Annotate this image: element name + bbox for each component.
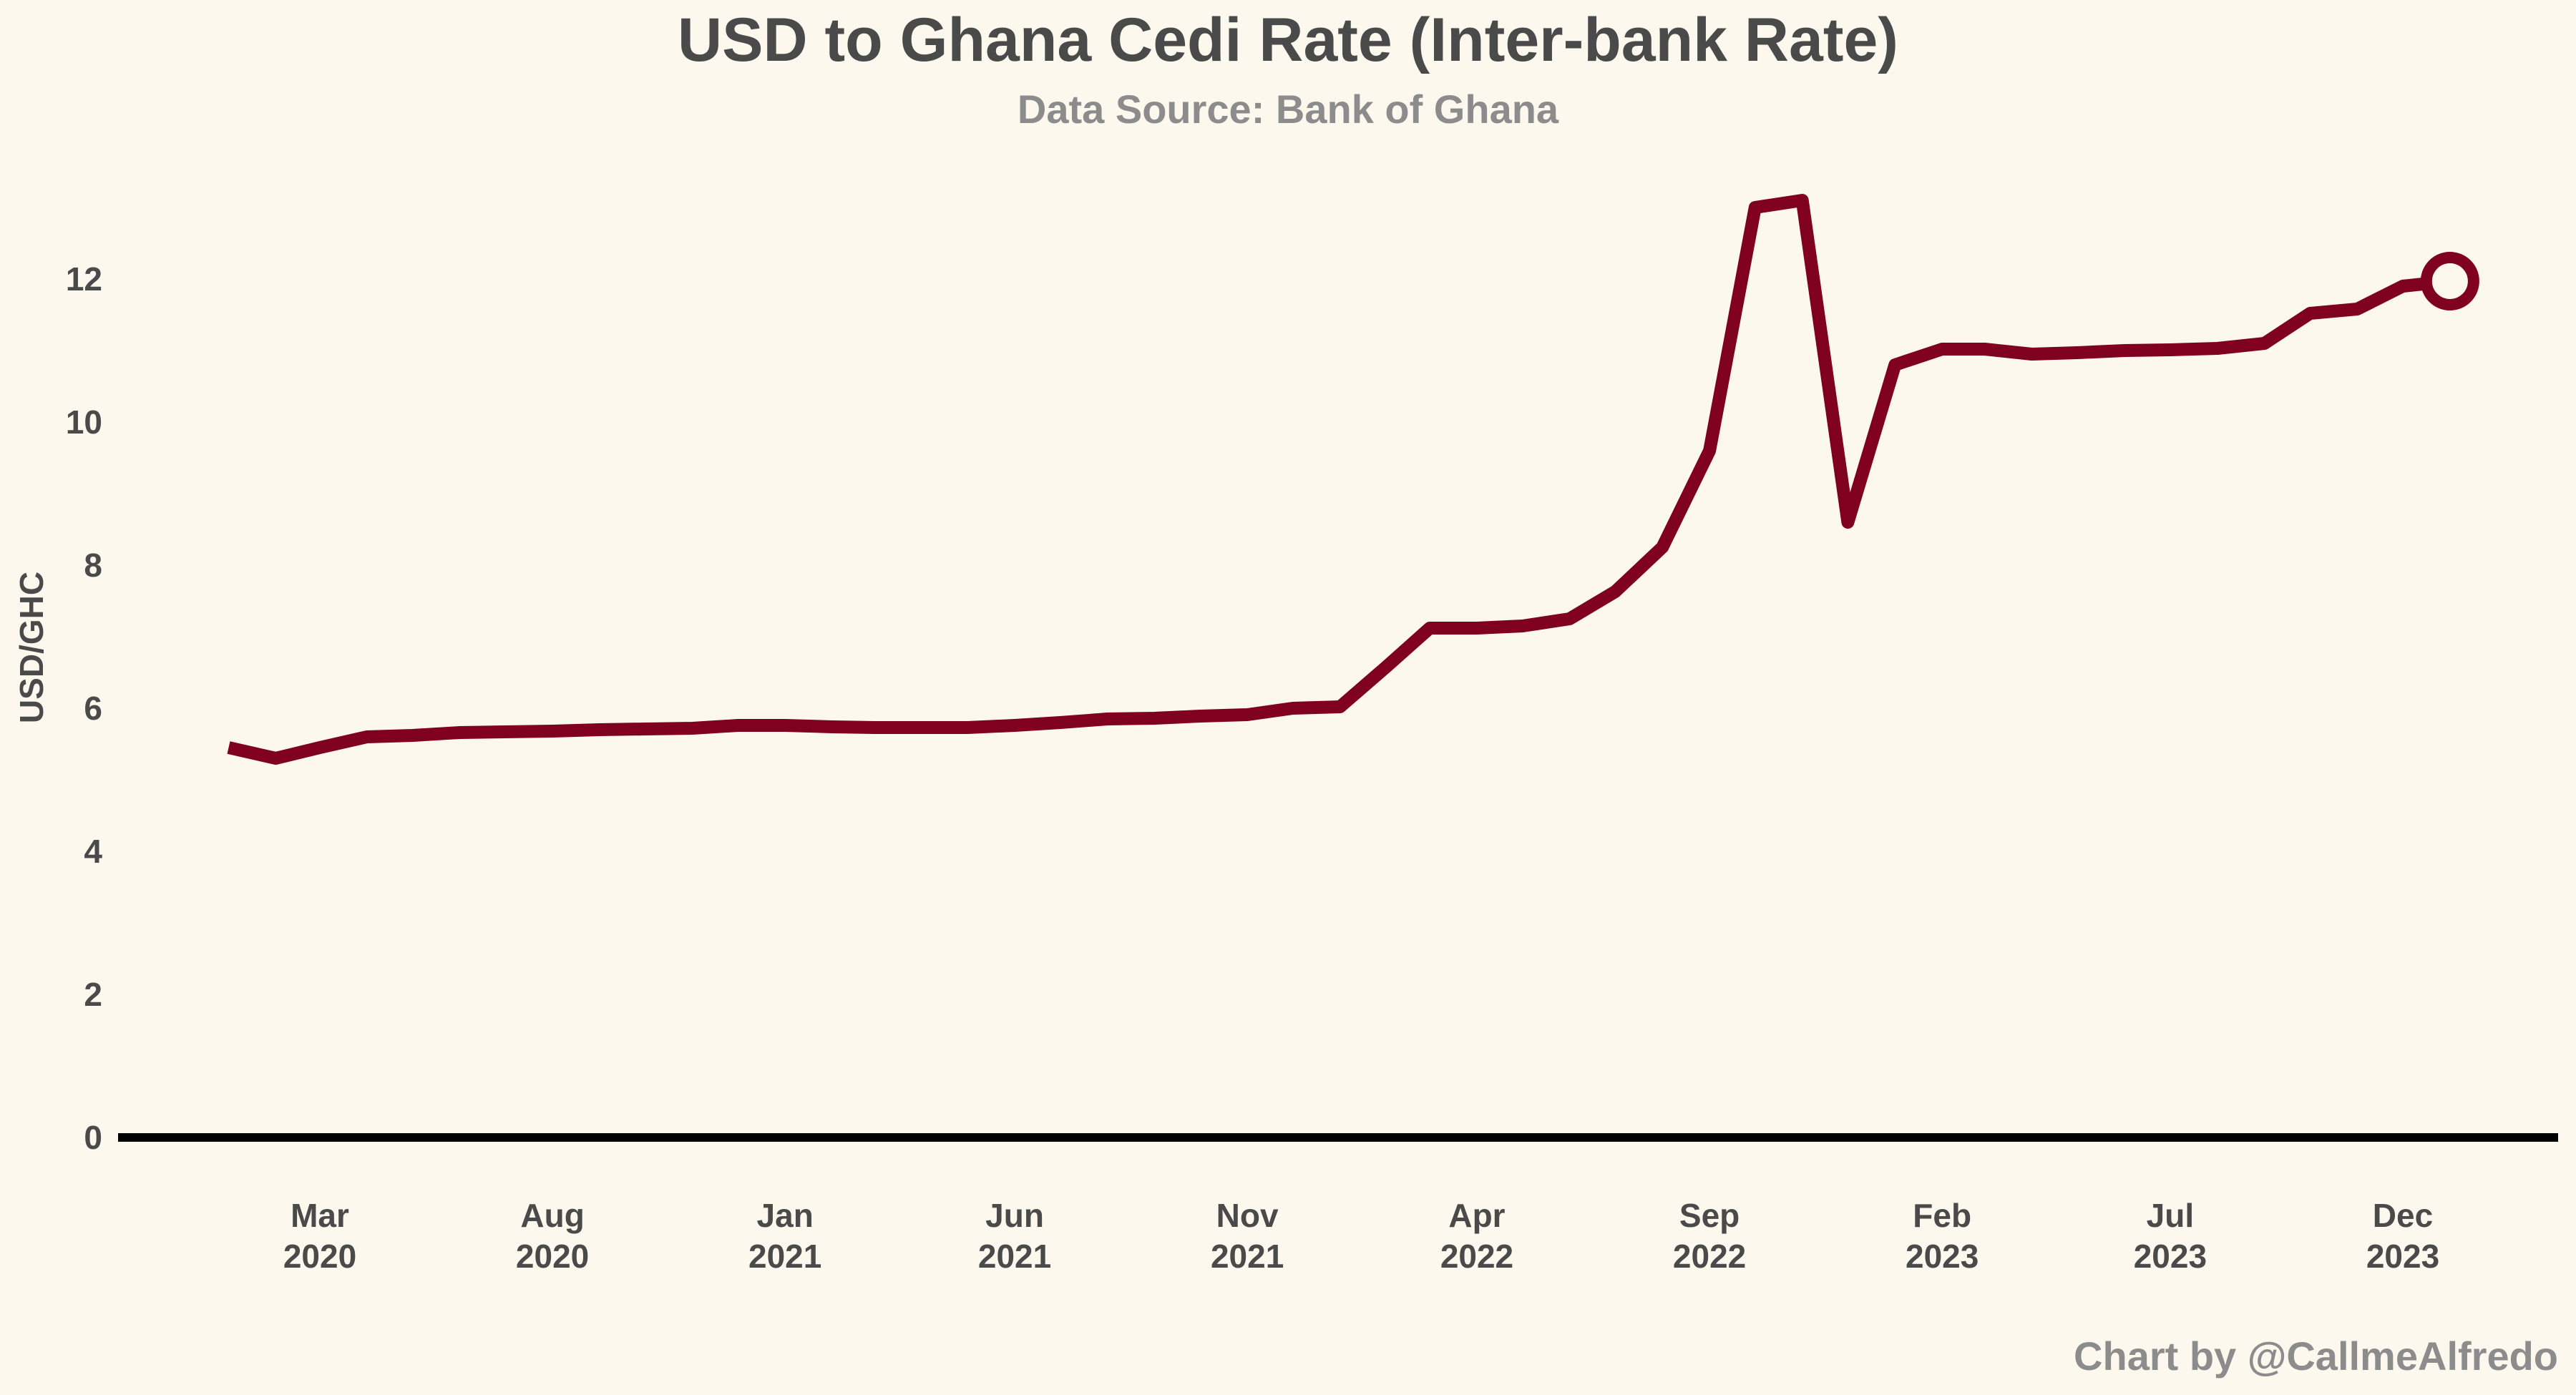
series-group bbox=[227, 194, 2479, 765]
chart-subtitle: Data Source: Bank of Ghana bbox=[1018, 87, 1559, 132]
y-tick-label: 4 bbox=[84, 833, 102, 870]
x-axis-ticks: Mar 2020 Aug 2020 Jan 2021 Jun 2021 Nov 2021 Apr 20… bbox=[283, 1197, 2439, 1275]
x-tick-label: Jan 2021 bbox=[748, 1197, 821, 1275]
y-tick-label: 6 bbox=[84, 690, 102, 727]
x-tick-label: Jun 2021 bbox=[978, 1197, 1051, 1275]
x-tick-label: Apr 2022 bbox=[1440, 1197, 1513, 1275]
x-tick-label: Mar 2020 bbox=[283, 1197, 356, 1275]
series-line bbox=[227, 194, 2451, 765]
y-axis-label: USD/GHC bbox=[13, 572, 50, 723]
y-tick-label: 2 bbox=[84, 976, 102, 1013]
y-tick-label: 10 bbox=[66, 403, 102, 441]
chart-title: USD to Ghana Cedi Rate (Inter-bank Rate) bbox=[678, 6, 1898, 74]
y-tick-label: 8 bbox=[84, 547, 102, 584]
x-tick-label: Sep 2022 bbox=[1673, 1197, 1746, 1275]
x-tick-label: Nov 2021 bbox=[1211, 1197, 1284, 1275]
y-tick-label: 0 bbox=[84, 1119, 102, 1156]
x-tick-label: Aug 2020 bbox=[516, 1197, 589, 1275]
x-tick-label: Dec 2023 bbox=[2366, 1197, 2439, 1275]
end-point-marker bbox=[2420, 252, 2479, 310]
y-axis-ticks: 0 2 4 6 8 10 12 bbox=[66, 260, 103, 1156]
x-tick-label: Jul 2023 bbox=[2134, 1197, 2207, 1275]
chart-caption: Chart by @CallmeAlfredo bbox=[2074, 1333, 2558, 1379]
x-tick-label: Feb 2023 bbox=[1906, 1197, 1979, 1275]
y-tick-label: 12 bbox=[66, 260, 102, 298]
